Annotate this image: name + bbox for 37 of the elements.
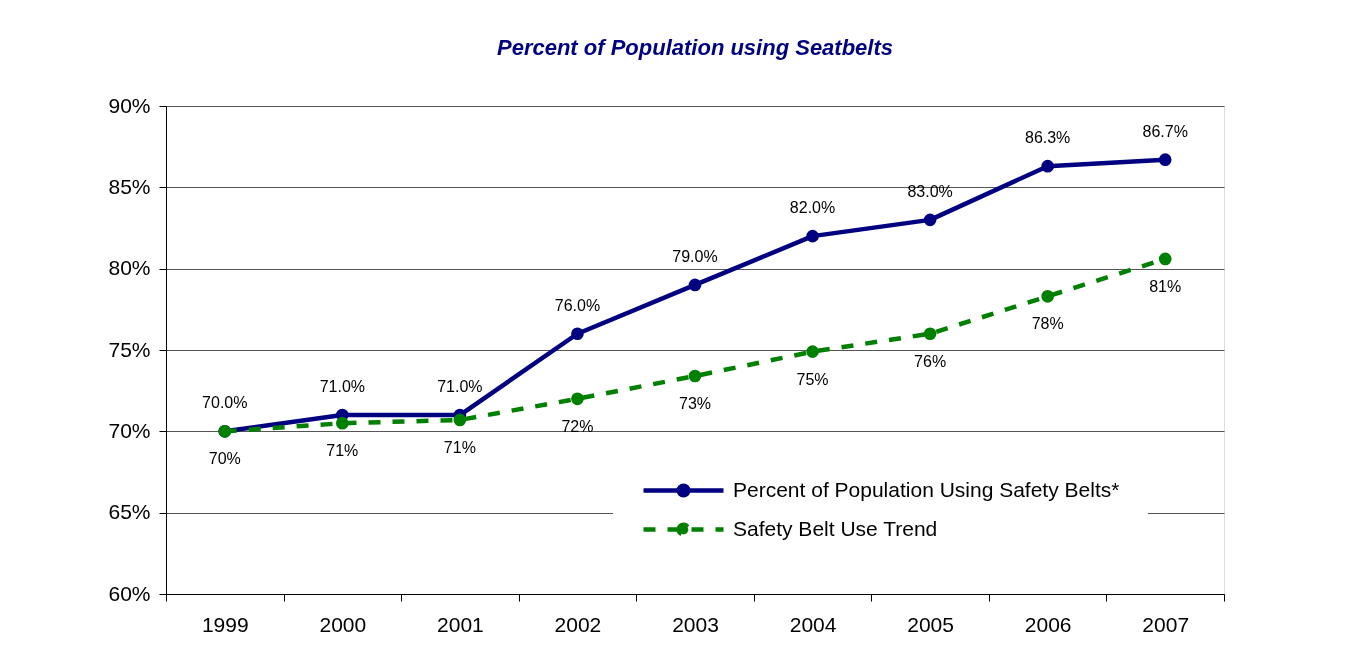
data-label: 73% <box>678 395 712 413</box>
y-tick-label: 70% <box>108 418 151 442</box>
data-label: 83.0% <box>907 182 953 200</box>
data-label: 78% <box>1031 315 1064 333</box>
legend-label: Safety Belt Use Trend <box>733 516 938 540</box>
data-label: 71.0% <box>437 378 483 396</box>
data-label: 82.0% <box>789 199 836 217</box>
data-label: 81% <box>1149 277 1182 295</box>
chart-title: Percent of Population using Seatbelts <box>496 35 894 60</box>
y-tick-label: 80% <box>108 256 151 280</box>
legend-label: Percent of Population Using Safety Belts* <box>733 477 1120 501</box>
x-tick-label: 2000 <box>319 612 367 636</box>
y-tick-label: 65% <box>108 500 151 524</box>
x-tick-label: 2004 <box>789 612 837 636</box>
data-label: 70.0% <box>202 394 248 412</box>
data-label: 71.0% <box>319 378 366 396</box>
x-tick-label: 2007 <box>1142 612 1190 636</box>
x-tick-label: 2002 <box>554 612 602 636</box>
data-label: 86.3% <box>1024 129 1071 147</box>
y-tick-label: 75% <box>108 337 151 361</box>
y-tick-label: 60% <box>108 581 151 605</box>
data-label: 76.0% <box>554 296 601 314</box>
data-label: 76% <box>914 352 947 370</box>
x-tick-label: 2005 <box>907 612 954 636</box>
data-label: 86.7% <box>1142 122 1188 140</box>
x-tick-label: 2006 <box>1024 612 1072 636</box>
x-tick-label: 2003 <box>672 612 719 636</box>
data-label: 71% <box>443 438 476 456</box>
data-label: 71% <box>326 442 359 460</box>
data-label: 79.0% <box>672 247 718 265</box>
data-label: 72% <box>561 417 594 435</box>
y-tick-label: 90% <box>108 93 151 117</box>
x-tick-label: 1999 <box>201 612 249 636</box>
x-tick-label: 2001 <box>437 612 484 636</box>
data-label: 75% <box>796 370 829 388</box>
y-tick-label: 85% <box>108 174 151 198</box>
data-label: 70% <box>208 450 241 468</box>
